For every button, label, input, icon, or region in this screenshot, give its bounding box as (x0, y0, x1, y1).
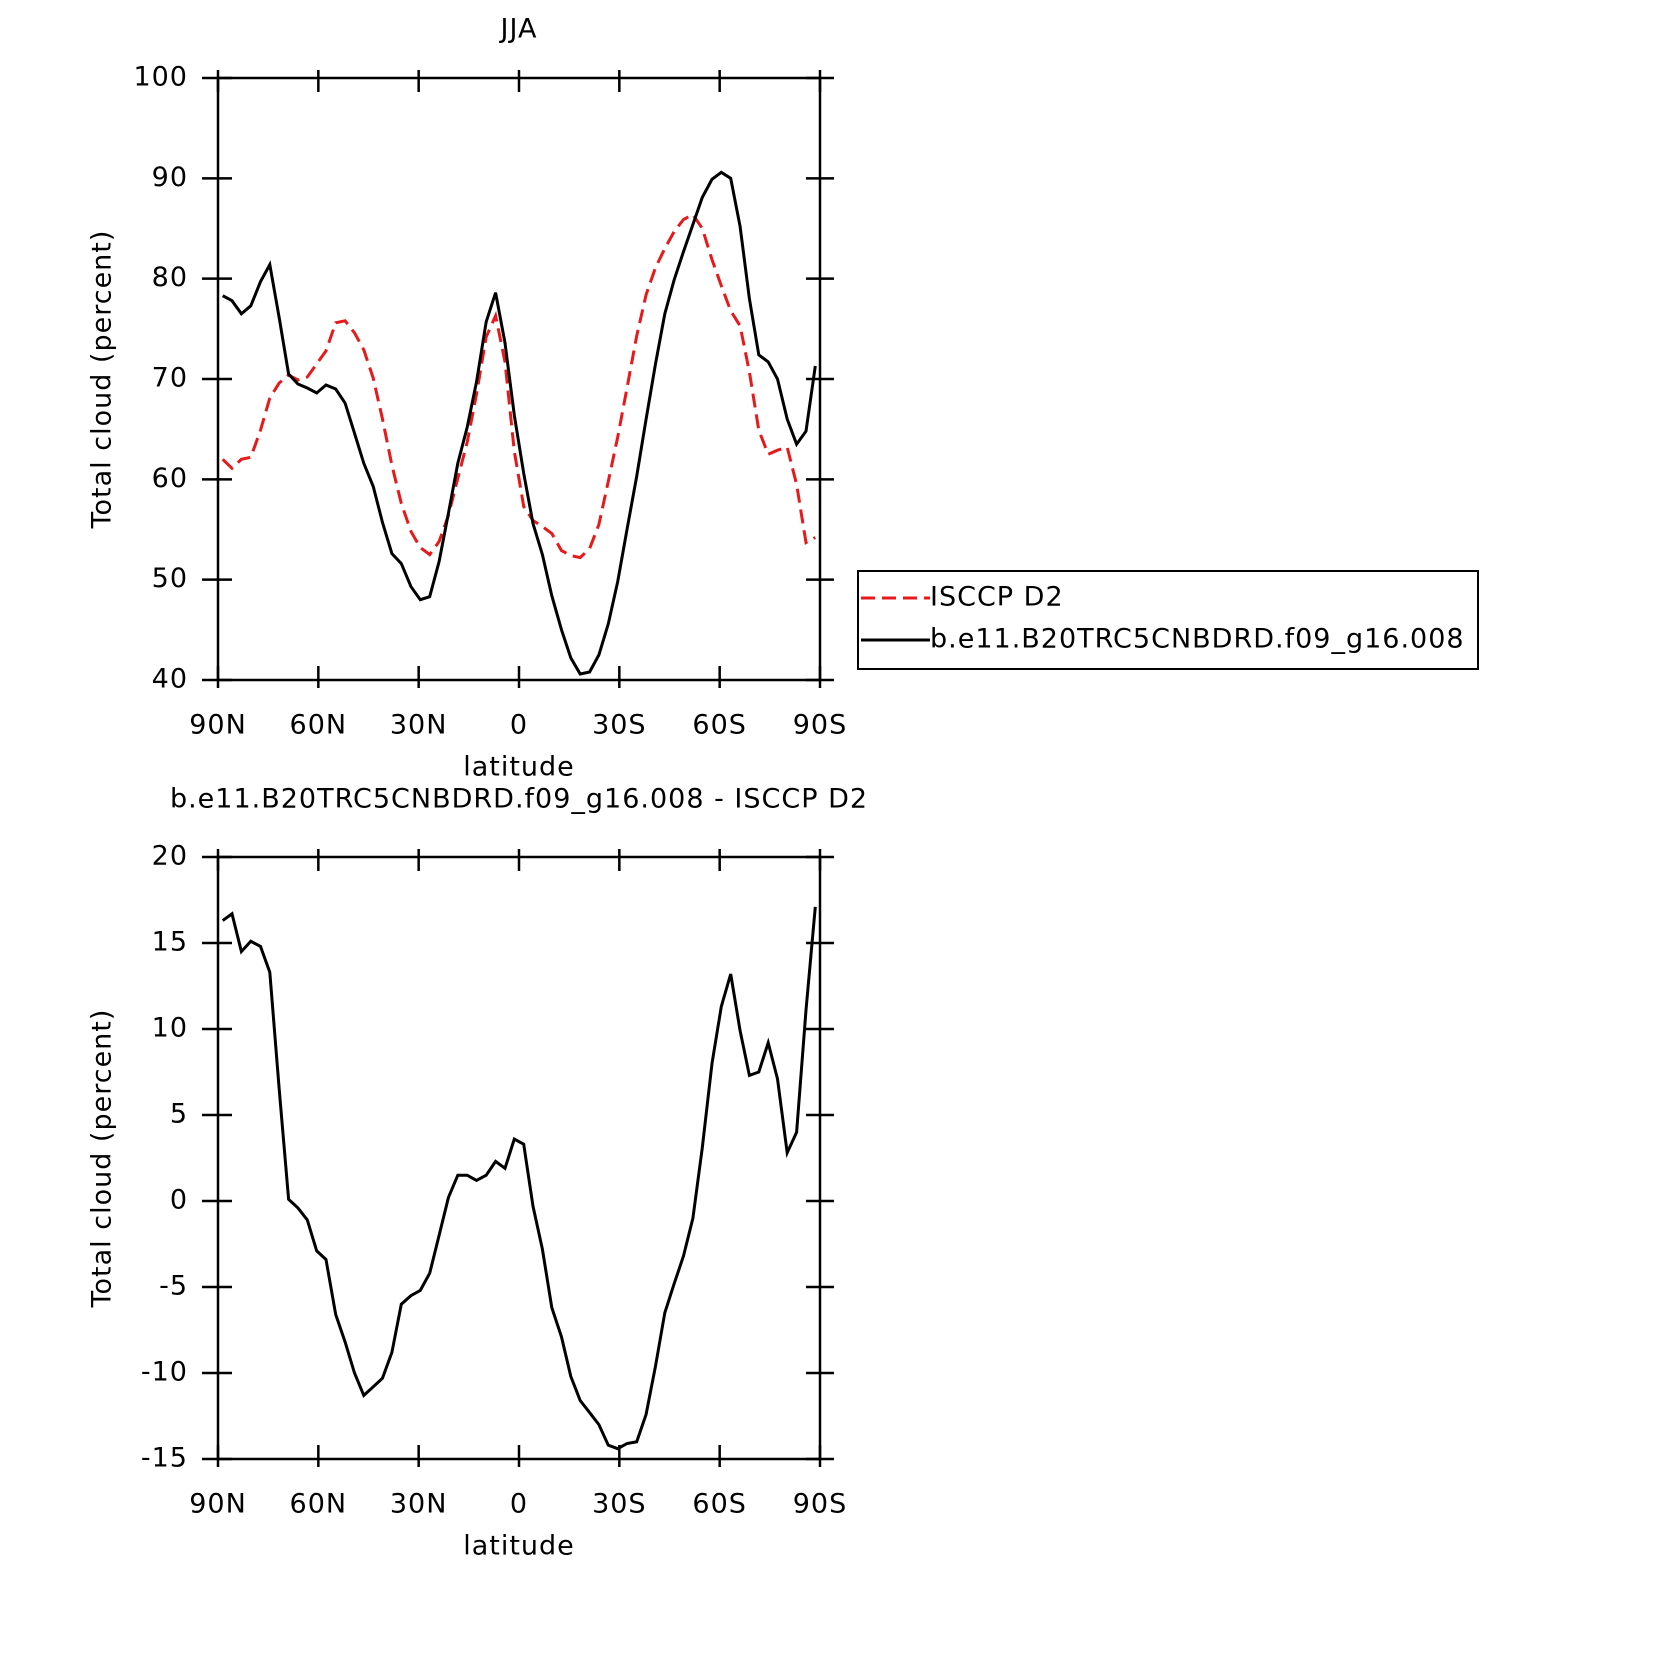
chart-title: b.e11.B20TRC5CNBDRD.f09_g16.008 - ISCCP … (170, 784, 868, 815)
y-tick-label: 20 (152, 841, 188, 872)
plot-frame (216, 76, 822, 682)
y-tick-label: 5 (170, 1099, 188, 1130)
legend-label: b.e11.B20TRC5CNBDRD.f09_g16.008 (930, 624, 1465, 655)
x-tick-label: 0 (510, 1489, 528, 1520)
x-tick-label: 90S (793, 710, 848, 741)
x-tick-label: 30S (592, 1489, 647, 1520)
plot-frame (216, 855, 822, 1461)
x-tick-label: 60N (290, 710, 348, 741)
y-tick-label: -10 (141, 1357, 188, 1388)
y-tick-label: -15 (141, 1443, 188, 1474)
y-tick-label: -5 (159, 1271, 188, 1302)
y-tick-label: 40 (152, 664, 188, 695)
y-tick-label: 0 (170, 1185, 188, 1216)
data-line (221, 906, 817, 1451)
x-tick-label: 90N (189, 1489, 247, 1520)
x-tick-label: 30S (592, 710, 647, 741)
y-tick-label: 80 (152, 262, 188, 293)
y-tick-label: 90 (152, 162, 188, 193)
legend-label: ISCCP D2 (930, 582, 1064, 613)
y-tick-label: 100 (133, 62, 188, 93)
y-tick-label: 10 (152, 1013, 188, 1044)
data-line (221, 170, 817, 676)
chart-title: JJA (499, 14, 538, 45)
x-tick-label: 60S (692, 1489, 747, 1520)
x-tick-label: 90S (793, 1489, 848, 1520)
data-line (221, 212, 817, 560)
x-tick-label: 30N (390, 1489, 448, 1520)
y-tick-label: 70 (152, 363, 188, 394)
y-axis-label: Total cloud (percent) (87, 230, 118, 530)
x-axis-label: latitude (463, 752, 575, 783)
x-tick-label: 0 (510, 710, 528, 741)
y-tick-label: 50 (152, 563, 188, 594)
x-tick-label: 60N (290, 1489, 348, 1520)
x-tick-label: 90N (189, 710, 247, 741)
legend-box (857, 570, 1479, 670)
x-tick-label: 30N (390, 710, 448, 741)
x-tick-label: 60S (692, 710, 747, 741)
y-tick-label: 60 (152, 463, 188, 494)
y-axis-label: Total cloud (percent) (87, 1009, 118, 1309)
x-axis-label: latitude (463, 1531, 575, 1562)
y-tick-label: 15 (152, 927, 188, 958)
